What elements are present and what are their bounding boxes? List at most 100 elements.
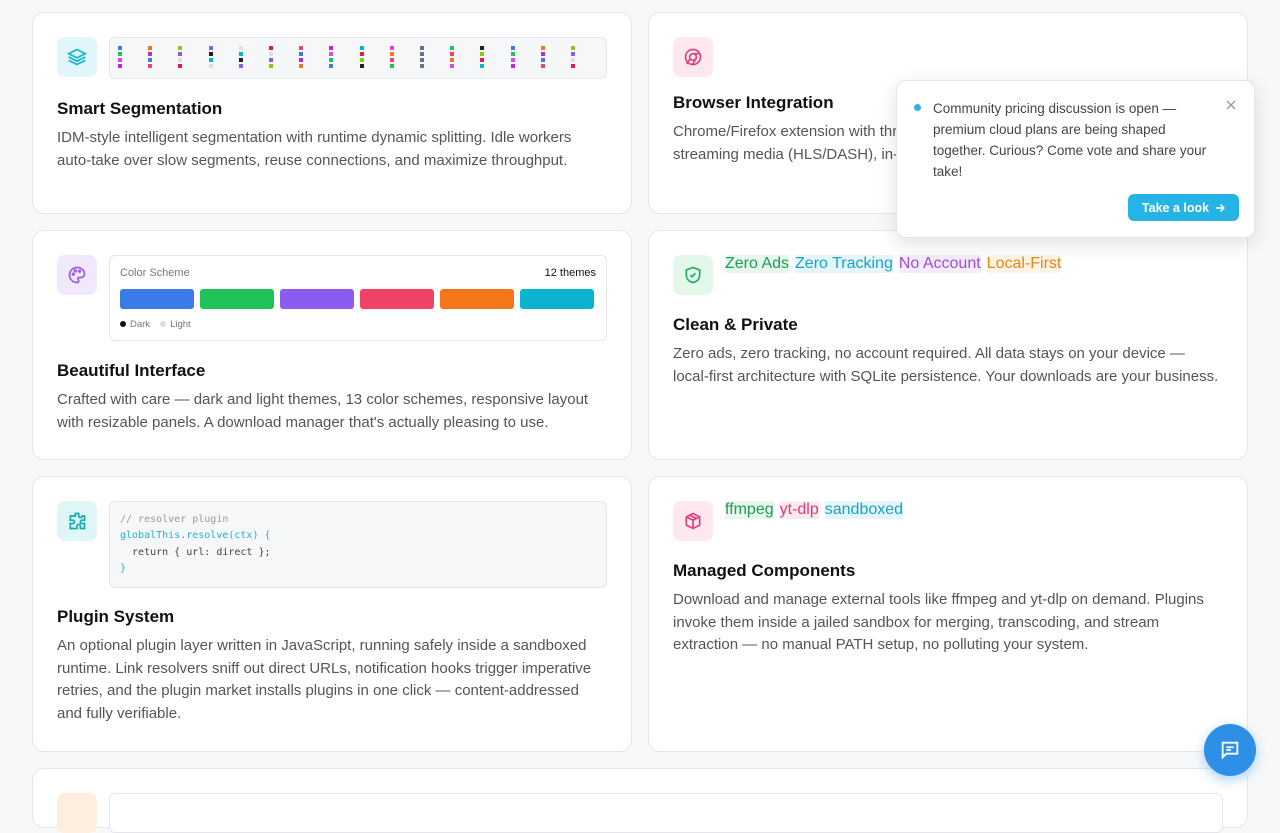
card-title: Smart Segmentation (57, 99, 223, 118)
feature-card: ffmpeg yt-dlp sandboxed Managed Components… (648, 476, 1248, 752)
segment-dot (208, 58, 213, 62)
segment-dot (540, 52, 545, 56)
segment-dot (148, 58, 153, 62)
preview (109, 793, 1223, 833)
segment-dot (450, 64, 455, 68)
segment-dot (329, 64, 334, 68)
card-title: Managed Components (673, 561, 856, 580)
feature-card: // resolver plugin globalThis.resolve(ctx… (32, 476, 632, 752)
segment-dot (359, 64, 364, 68)
segment-dot (329, 58, 334, 62)
segment-dot (571, 46, 575, 50)
segment-dot (540, 58, 545, 62)
announcement-popup: Community pricing discussion is open — p… (896, 80, 1255, 238)
tag: Zero Ads (725, 255, 790, 273)
card-title: Beautiful Interface (57, 361, 206, 380)
segment-dot (238, 52, 243, 56)
segment-dot (389, 46, 394, 50)
segment-dot (389, 52, 394, 56)
swatch (440, 289, 514, 309)
mode: Dark (120, 319, 150, 330)
segment-dot (540, 46, 545, 50)
swatch (520, 289, 594, 309)
swatch (280, 289, 354, 309)
tag: yt-dlp (779, 501, 819, 519)
modes: Dark Light (120, 319, 191, 330)
icon (57, 793, 97, 833)
segment-dot (118, 52, 122, 56)
icon (57, 37, 97, 77)
feature-card (32, 768, 1248, 833)
mode-label: Dark (130, 319, 151, 330)
segment-dot (299, 64, 304, 68)
card-description: IDM-style intelligent segmentation with … (57, 129, 572, 169)
card-description: Crafted with care — dark and light theme… (57, 391, 589, 431)
segment-dot (238, 58, 243, 62)
body: {"cards":[ {"title":"Smart Segmentation"… (32, 12, 1256, 833)
chat-button[interactable] (1204, 724, 1256, 776)
segment-dot (571, 58, 575, 62)
segment-preview (109, 37, 607, 79)
segment-dot (510, 58, 515, 62)
segment-dot (148, 64, 153, 68)
segment-dot (118, 58, 122, 62)
arrow-icon (1216, 203, 1226, 212)
segment-dot (269, 52, 273, 56)
segment-dot (329, 52, 334, 56)
page: html,body{margin:0;width:1280px;height:8… (32, 12, 1256, 833)
segment-dot (208, 46, 213, 50)
segment-dot (238, 46, 243, 50)
segment-dot (359, 46, 364, 50)
segment-dot (299, 46, 304, 50)
segment-dot (480, 52, 485, 56)
swatch (360, 289, 434, 309)
tag: No Account (898, 255, 981, 273)
segment-dot (208, 52, 213, 56)
cta-label: Take a look (1141, 200, 1210, 215)
swatch (200, 289, 274, 309)
code-line: return { url: direct }; (120, 546, 271, 558)
code-line: // resolver plugin (120, 514, 229, 525)
preview-label: Color Scheme (120, 267, 190, 279)
segment-dot (359, 52, 364, 56)
segment-dot (148, 52, 153, 56)
tag: sandboxed (824, 501, 904, 519)
segment-dot (420, 64, 424, 68)
popup-message: Community pricing discussion is open — p… (933, 101, 1207, 179)
segment-dot (389, 64, 394, 68)
tag: ffmpeg (725, 501, 774, 519)
segment-dot (420, 52, 424, 56)
segment-dot (450, 58, 455, 62)
segment-dot (480, 58, 485, 62)
theme-preview: Color Scheme 12 themes Dark Light (109, 255, 607, 341)
segment-dot (571, 52, 575, 56)
feature-card: Zero Ads Zero Tracking No Account Local-Fir… (648, 230, 1248, 460)
segment-dot (510, 52, 515, 56)
segment-dot (540, 64, 545, 68)
segment-dot (118, 64, 122, 68)
card-title: Clean & Private (673, 315, 798, 334)
cta-button[interactable]: Take a look (1128, 194, 1239, 221)
mode: Light (160, 319, 191, 330)
card-title: Plugin System (57, 607, 175, 626)
segment-dot (118, 46, 122, 50)
segment-dot (148, 46, 153, 50)
segment-dot (178, 52, 183, 56)
segment-dot (269, 58, 273, 62)
card-title: Browser Integration (673, 93, 834, 112)
mode-label: Light (170, 319, 191, 330)
segment-dot (510, 46, 515, 50)
code-preview: // resolver plugin globalThis.resolve(ctx… (109, 501, 607, 588)
segment-dot (299, 52, 304, 56)
code-line: } (120, 562, 127, 574)
feature-card: Smart Segmentation IDM-style intelligent… (32, 12, 632, 214)
segment-dot (450, 46, 455, 50)
segment-dot (208, 64, 213, 68)
segment-dot (389, 58, 394, 62)
segment-dot (178, 64, 183, 68)
card-description: Download and manage external tools like … (673, 591, 1204, 654)
card-description: Zero ads, zero tracking, no account requ… (673, 345, 1219, 385)
feature-card: Color Scheme 12 themes Dark Light Beauti… (32, 230, 632, 460)
close-button[interactable] (1226, 100, 1236, 110)
status-dot (914, 104, 921, 111)
